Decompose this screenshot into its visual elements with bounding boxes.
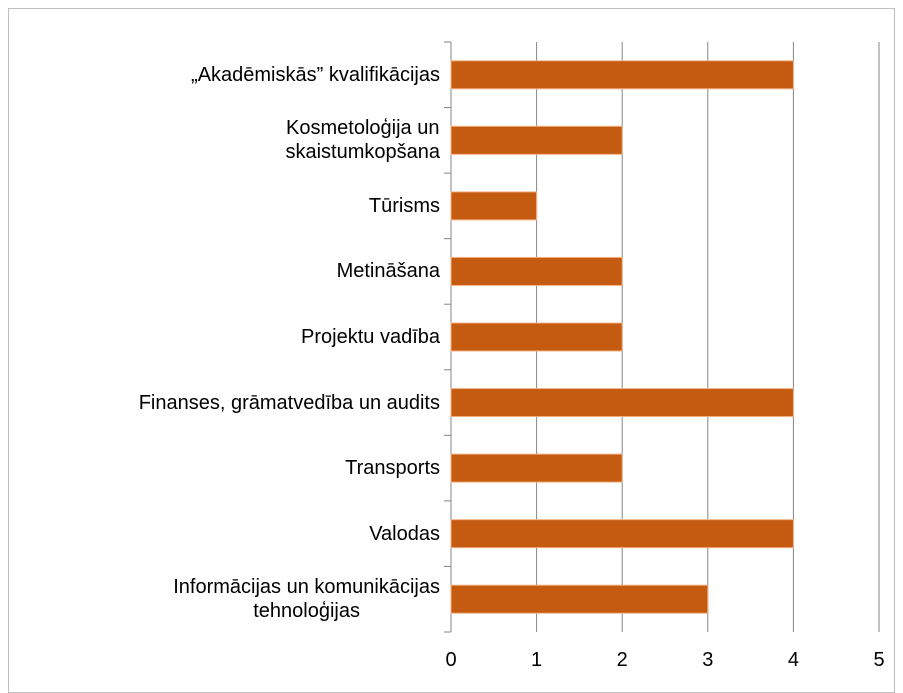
x-tick-label: 4	[788, 649, 799, 671]
bar	[450, 584, 709, 614]
y-tick-label-box: Valodas	[10, 501, 440, 567]
y-tick-label: Transports	[345, 457, 440, 480]
y-tick-label: „Akadēmiskās” kvalifikācijas	[191, 63, 440, 86]
y-tick-label-box: „Akadēmiskās” kvalifikācijas	[10, 42, 440, 108]
bar	[450, 125, 623, 155]
y-tick-label: Kosmetoloģija un skaistumkopšana	[285, 117, 440, 164]
bar	[450, 388, 794, 418]
x-tick-label: 2	[617, 649, 628, 671]
y-tick-label-box: Kosmetoloģija un skaistumkopšana	[10, 108, 440, 174]
bar	[450, 60, 794, 90]
y-tick-label-box: Projektu vadība	[10, 304, 440, 370]
bar	[450, 256, 623, 286]
x-tick-label: 3	[702, 649, 713, 671]
y-tick-label: Metināšana	[336, 260, 440, 283]
y-tick-label-box: Metināšana	[10, 239, 440, 305]
bar	[450, 322, 623, 352]
x-tick-label: 5	[873, 649, 884, 671]
y-tick-label: Valodas	[369, 522, 440, 545]
bar	[450, 519, 794, 549]
y-tick-label-box: Transports	[10, 435, 440, 501]
y-tick-label: Informācijas un komunikācijas tehnoloģij…	[173, 576, 440, 623]
x-tick-label: 0	[445, 649, 456, 671]
y-tick-label: Tūrisms	[368, 194, 440, 217]
y-tick-label: Finanses, grāmatvedība un audits	[138, 391, 440, 414]
bar	[450, 191, 538, 221]
x-tick-label: 1	[531, 649, 542, 671]
y-tick-label-box: Informācijas un komunikācijas tehnoloģij…	[10, 566, 440, 632]
y-tick-label: Projektu vadība	[301, 325, 440, 348]
y-tick-label-box: Tūrisms	[10, 173, 440, 239]
y-tick-label-box: Finanses, grāmatvedība un audits	[10, 370, 440, 436]
bar	[450, 453, 623, 483]
